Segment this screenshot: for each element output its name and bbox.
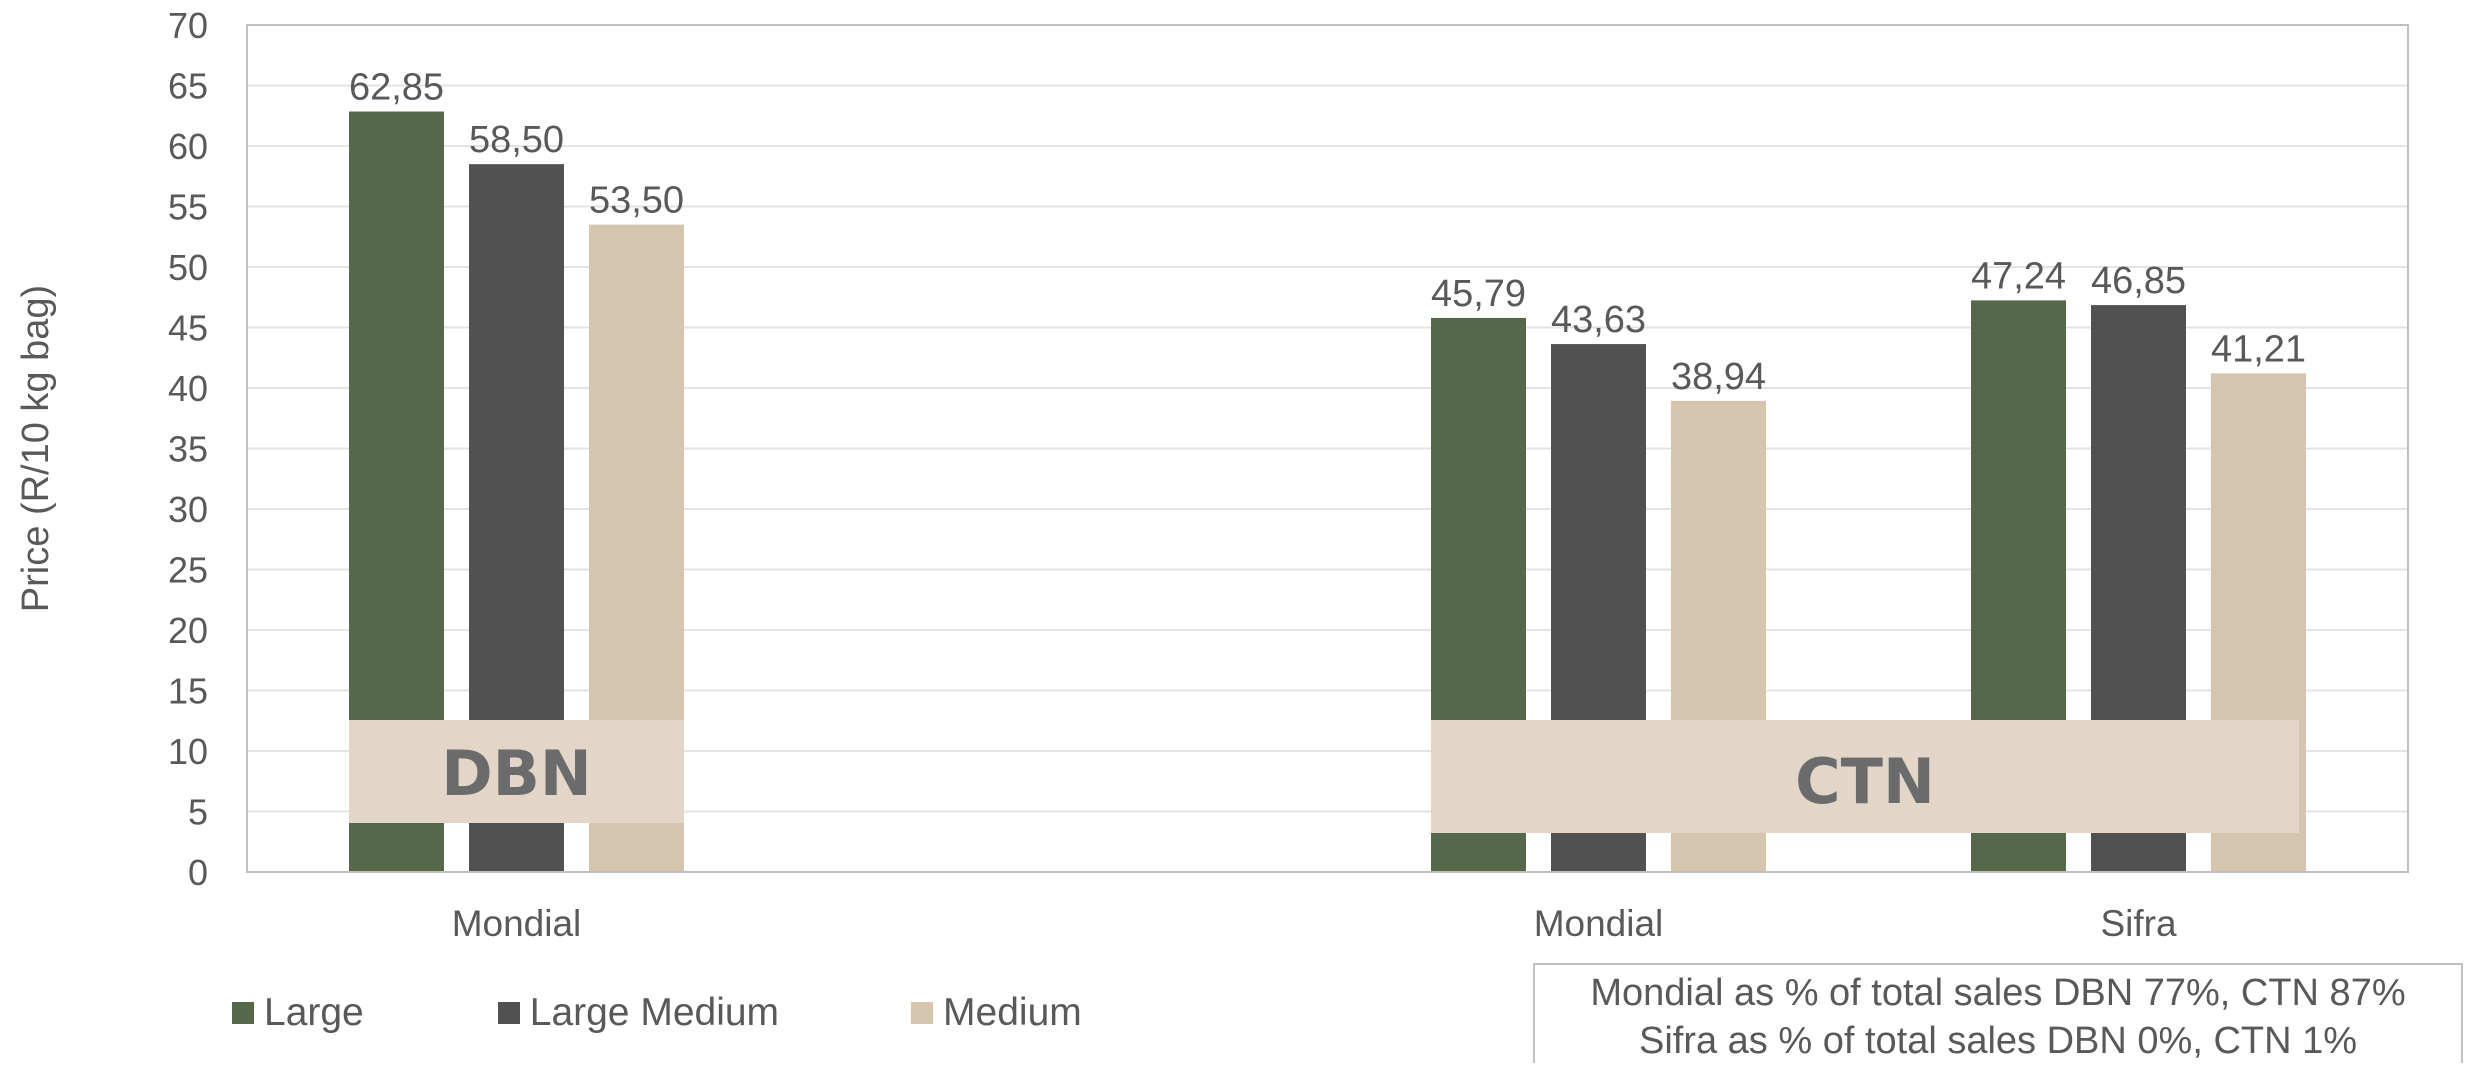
y-tick-label: 30 — [168, 489, 208, 530]
y-axis-ticks: 0 5 10 15 20 25 30 35 40 45 50 55 60 65 70 — [168, 5, 208, 893]
data-label: 38,94 — [1671, 356, 1766, 398]
category-labels: Mondial Mondial Sifra — [452, 903, 2177, 944]
legend-item-large-medium: Large Medium — [497, 991, 780, 1035]
y-tick-label: 5 — [188, 792, 208, 833]
legend-swatch-large — [232, 1002, 254, 1024]
legend-item-medium: Medium — [911, 991, 1082, 1035]
group-boxes: DBN CTN — [349, 720, 2299, 833]
data-label: 58,50 — [469, 119, 564, 161]
category-label: Mondial — [1534, 903, 1664, 944]
legend-swatch-medium — [911, 1002, 934, 1024]
group-label-ctn: CTN — [1795, 745, 1935, 818]
y-tick-label: 60 — [168, 126, 208, 167]
legend-item-large: Large — [232, 991, 364, 1035]
data-label: 46,85 — [2091, 260, 2186, 302]
y-tick-label: 0 — [188, 852, 208, 893]
group-label-dbn: DBN — [441, 737, 592, 810]
data-label: 45,79 — [1431, 273, 1526, 315]
data-label: 41,21 — [2211, 328, 2306, 370]
y-tick-label: 65 — [168, 66, 208, 107]
y-tick-label: 50 — [168, 247, 208, 288]
data-labels: 62,85 58,50 53,50 45,79 43,63 38,94 47,24 46,85… — [349, 67, 2306, 398]
legend-label-large-medium: Large Medium — [529, 991, 780, 1034]
group-box-ctn — [1431, 720, 2299, 833]
category-label: Sifra — [2100, 903, 2177, 944]
data-label: 53,50 — [589, 180, 684, 222]
data-label: 47,24 — [1971, 255, 2066, 297]
legend: Large Large Medium Medium — [232, 988, 1082, 1038]
data-label: 43,63 — [1551, 299, 1646, 341]
group-box-dbn — [349, 720, 684, 823]
sales-share-note: Mondial as % of total sales DBN 77%, CTN… — [1533, 963, 2463, 1063]
y-tick-label: 10 — [168, 731, 208, 772]
note-line-mondial: Mondial as % of total sales DBN 77%, CTN… — [1590, 972, 2406, 1014]
data-label: 62,85 — [349, 67, 444, 109]
y-tick-label: 35 — [168, 429, 208, 470]
note-line-sifra: Sifra as % of total sales DBN 0%, CTN 1% — [1638, 1020, 2358, 1062]
y-tick-label: 40 — [168, 368, 208, 409]
y-tick-label: 55 — [168, 187, 208, 228]
y-tick-label: 20 — [168, 610, 208, 651]
y-tick-label: 25 — [168, 550, 208, 591]
category-label: Mondial — [452, 903, 582, 944]
legend-label-medium: Medium — [943, 991, 1082, 1034]
y-tick-label: 15 — [168, 671, 208, 712]
y-axis-label: Price (R/10 kg bag) — [15, 285, 57, 612]
y-tick-label: 70 — [168, 5, 208, 46]
y-tick-label: 45 — [168, 308, 208, 349]
plot-frame — [246, 24, 2409, 873]
legend-label-large: Large — [264, 991, 364, 1034]
legend-swatch-large-medium — [497, 1002, 520, 1024]
gridlines — [247, 84, 2408, 813]
